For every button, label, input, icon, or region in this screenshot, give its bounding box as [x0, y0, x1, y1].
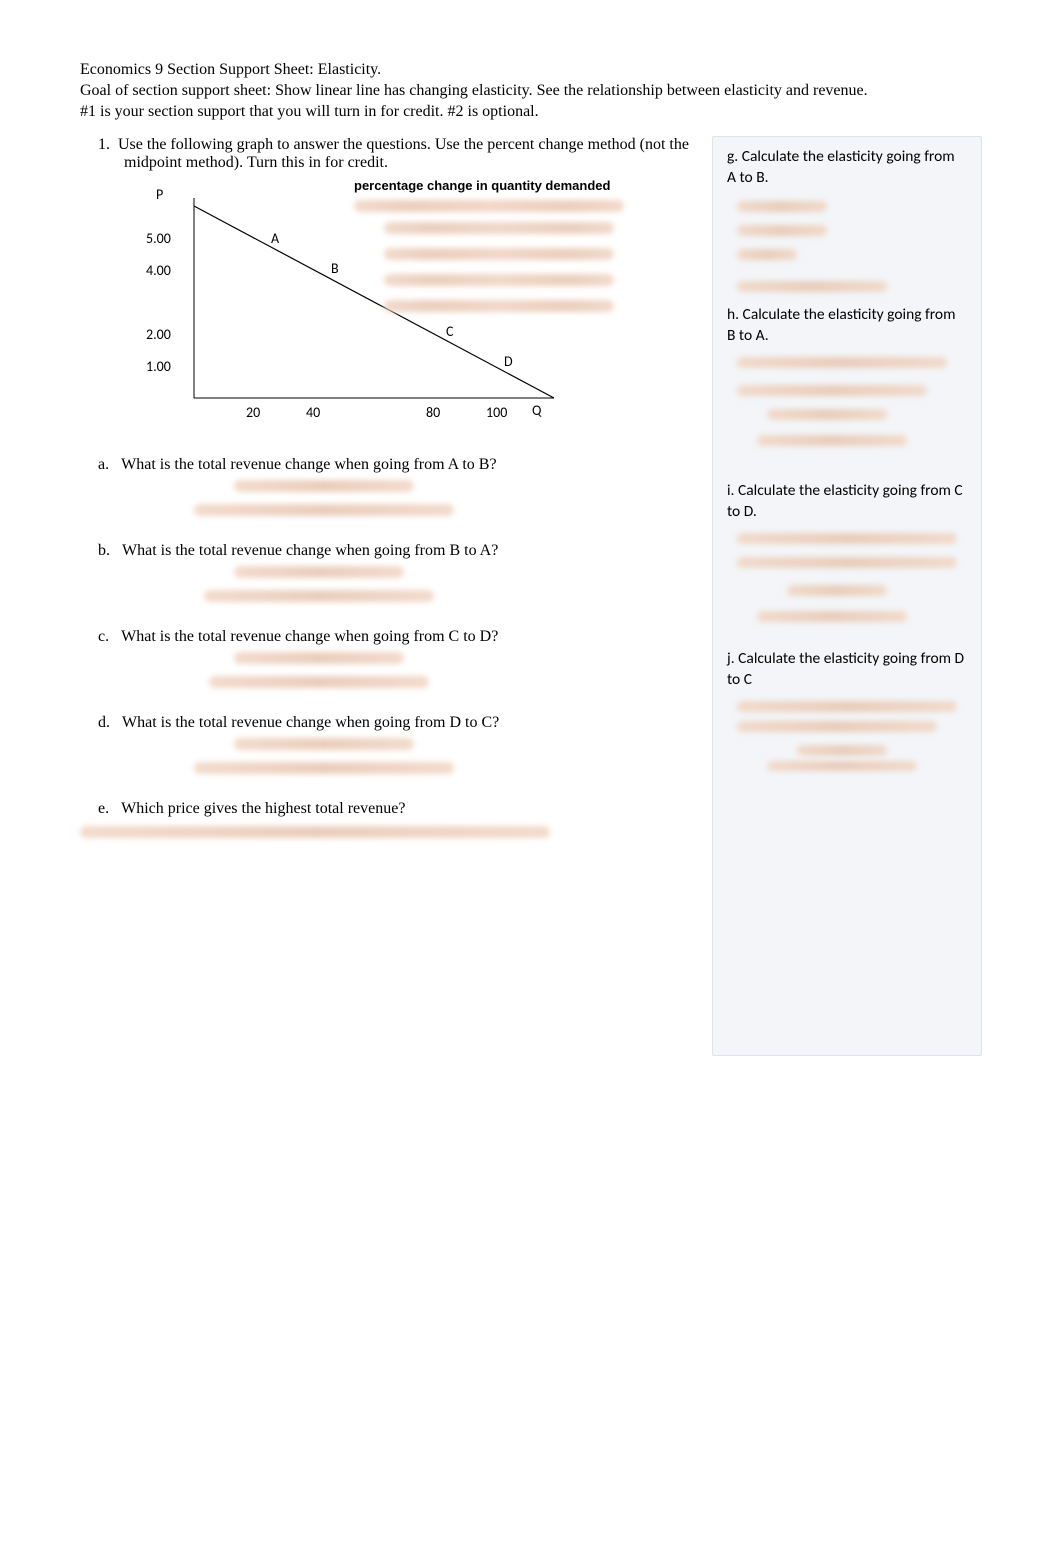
demand-chart: P percentage change in quantity demanded… — [124, 178, 644, 438]
qc-letter: c. — [98, 628, 109, 645]
sidebar: g. Calculate the elasticity going from A… — [712, 136, 982, 1056]
y-tick-4: 4.00 — [146, 262, 171, 279]
answer-h — [727, 353, 967, 463]
q1-num: 1. — [98, 136, 110, 153]
blurred-text — [384, 248, 614, 260]
question-h: h. Calculate the elasticity going from B… — [727, 305, 967, 347]
point-c: C — [446, 323, 453, 340]
answer-i — [727, 529, 967, 639]
qe-letter: e. — [98, 800, 109, 817]
qb-letter: b. — [98, 542, 110, 559]
answer-b — [124, 562, 702, 610]
x-tick-40: 40 — [306, 404, 320, 421]
qe-text: Which price gives the highest total reve… — [121, 800, 405, 817]
question-d: d. What is the total revenue change when… — [80, 714, 702, 732]
question-e: e. Which price gives the highest total r… — [80, 800, 702, 818]
answer-j — [727, 697, 967, 767]
point-b: B — [331, 260, 339, 277]
question-g: g. Calculate the elasticity going from A… — [727, 147, 967, 189]
y-tick-5: 5.00 — [146, 230, 171, 247]
point-a: A — [271, 230, 279, 247]
answer-d — [124, 734, 702, 782]
blurred-text — [384, 222, 614, 234]
y-tick-2: 2.00 — [146, 326, 171, 343]
doc-title: Economics 9 Section Support Sheet: Elast… — [80, 60, 982, 81]
x-tick-20: 20 — [246, 404, 260, 421]
question-b: b. What is the total revenue change when… — [80, 542, 702, 560]
doc-goal: Goal of section support sheet: Show line… — [80, 81, 982, 102]
qd-letter: d. — [98, 714, 110, 731]
qd-text: What is the total revenue change when go… — [122, 714, 499, 731]
x-axis-label: Q — [532, 402, 541, 419]
qa-letter: a. — [98, 456, 109, 473]
answer-e — [80, 820, 702, 868]
answer-g — [727, 195, 967, 305]
blurred-text — [384, 300, 614, 312]
answer-a — [124, 476, 702, 524]
x-tick-80: 80 — [426, 404, 440, 421]
question-a: a. What is the total revenue change when… — [80, 456, 702, 474]
qb-text: What is the total revenue change when go… — [122, 542, 498, 559]
qc-text: What is the total revenue change when go… — [121, 628, 498, 645]
q1-text: Use the following graph to answer the qu… — [118, 136, 689, 171]
doc-note: #1 is your section support that you will… — [80, 102, 982, 123]
answer-c — [124, 648, 702, 696]
y-tick-1: 1.00 — [146, 358, 171, 375]
x-tick-100: 100 — [486, 404, 507, 421]
qa-text: What is the total revenue change when go… — [121, 456, 496, 473]
point-d: D — [504, 353, 513, 370]
blurred-text — [384, 274, 614, 286]
question-j: j. Calculate the elasticity going from D… — [727, 649, 967, 691]
question-i: i. Calculate the elasticity going from C… — [727, 481, 967, 523]
question-1: 1. Use the following graph to answer the… — [80, 136, 702, 172]
question-c: c. What is the total revenue change when… — [80, 628, 702, 646]
blurred-text — [354, 200, 624, 212]
